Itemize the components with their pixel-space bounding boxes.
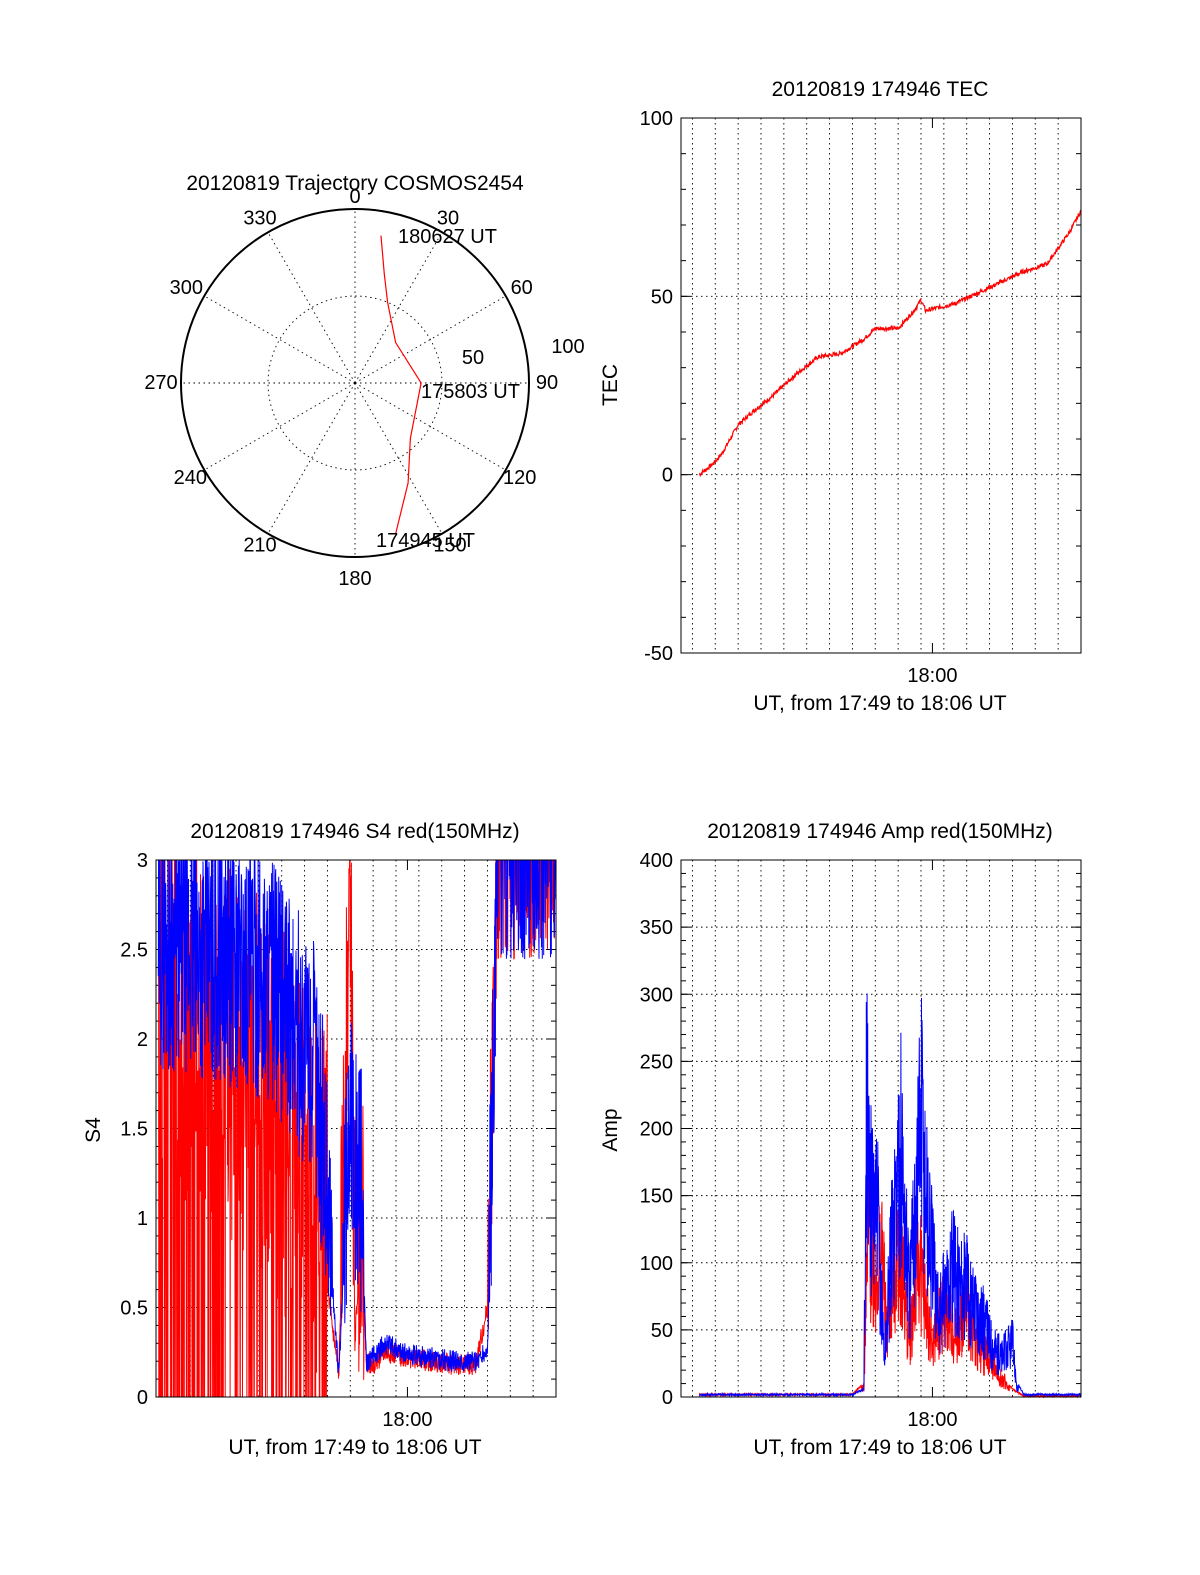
amp-panel: 20120819 174946 Amp red(150MHz) UT, from… xyxy=(599,820,1082,1459)
azimuth-label: 240 xyxy=(174,467,207,489)
y-tick-label: 1.5 xyxy=(120,1119,148,1141)
amp-x-label: UT, from 17:49 to 18:06 UT xyxy=(753,1436,1006,1459)
s4-title: 20120819 174946 S4 red(150MHz) xyxy=(190,820,519,843)
y-tick-label: 250 xyxy=(640,1051,673,1073)
polar-spoke xyxy=(267,232,356,384)
radial-label: 50 xyxy=(462,347,484,369)
y-tick-label: -50 xyxy=(644,643,673,665)
azimuth-label: 150 xyxy=(433,535,466,557)
amp-plot-frame xyxy=(680,859,1082,1398)
amp-title: 20120819 174946 Amp red(150MHz) xyxy=(707,820,1053,843)
azimuth-label: 270 xyxy=(144,372,177,394)
s4-blue-series xyxy=(157,860,556,1374)
amp-blue-series xyxy=(698,993,1082,1398)
y-tick-label: 350 xyxy=(640,917,673,939)
y-tick-label: 1 xyxy=(137,1208,148,1230)
s4-y-label: S4 xyxy=(82,1117,105,1143)
y-tick-label: 2.5 xyxy=(120,940,148,962)
x-tick-label: 18:00 xyxy=(907,1409,957,1431)
y-tick-label: 0 xyxy=(137,1387,148,1409)
s4-x-label: UT, from 17:49 to 18:06 UT xyxy=(228,1436,481,1459)
x-tick-label: 18:00 xyxy=(907,665,957,687)
y-tick-label: 100 xyxy=(640,108,673,130)
polar-spoke xyxy=(204,382,356,471)
polar-grid-circle xyxy=(267,295,443,471)
azimuth-label: 210 xyxy=(243,535,276,557)
trajectory-line xyxy=(380,235,422,535)
azimuth-label: 120 xyxy=(503,467,536,489)
azimuth-label: 60 xyxy=(511,277,533,299)
azimuth-label: 330 xyxy=(243,207,276,229)
y-tick-label: 2 xyxy=(137,1029,148,1051)
azimuth-label: 0 xyxy=(349,186,360,208)
radial-label: 100 xyxy=(551,336,584,358)
y-tick-label: 400 xyxy=(640,850,673,872)
tec-title: 20120819 174946 TEC xyxy=(772,78,989,101)
s4-panel: 20120819 174946 S4 red(150MHz) UT, from … xyxy=(82,820,557,1459)
trajectory-mid-time: 175803 UT xyxy=(421,381,520,403)
polar-spoke xyxy=(354,295,506,384)
y-tick-label: 150 xyxy=(640,1186,673,1208)
y-tick-label: 100 xyxy=(640,1253,673,1275)
tec-x-label: UT, from 17:49 to 18:06 UT xyxy=(753,692,1006,715)
tec-panel: 20120819 174946 TEC UT, from 17:49 to 18… xyxy=(599,78,1082,715)
azimuth-label: 90 xyxy=(536,372,558,394)
trajectory-panel: 20120819 Trajectory COSMOS2454 0 30 60 90 12… xyxy=(144,172,584,590)
tec-series-line xyxy=(698,209,1082,478)
amp-y-label: Amp xyxy=(599,1108,622,1151)
s4-series-group xyxy=(157,860,556,1397)
y-tick-label: 300 xyxy=(640,984,673,1006)
tec-y-label: TEC xyxy=(599,364,622,406)
x-tick-label: 18:00 xyxy=(382,1409,432,1431)
azimuth-label: 180 xyxy=(338,568,371,590)
polar-spoke xyxy=(354,382,443,534)
azimuth-label: 300 xyxy=(170,277,203,299)
y-tick-label: 0 xyxy=(662,1387,673,1409)
y-tick-label: 50 xyxy=(651,286,673,308)
y-tick-label: 200 xyxy=(640,1119,673,1141)
azimuth-label: 30 xyxy=(437,207,459,229)
y-tick-label: 0 xyxy=(662,465,673,487)
s4-plot-frame xyxy=(155,859,557,1398)
polar-spoke xyxy=(354,232,443,384)
y-tick-label: 50 xyxy=(651,1320,673,1342)
y-tick-label: 3 xyxy=(137,850,148,872)
tec-plot-frame xyxy=(680,117,1082,654)
trajectory-start-time: 174945 UT xyxy=(376,530,475,552)
trajectory-title: 20120819 Trajectory COSMOS2454 xyxy=(186,172,524,195)
polar-spoke xyxy=(354,382,506,471)
polar-outer-circle xyxy=(180,208,530,558)
trajectory-end-time: 180627 UT xyxy=(398,226,497,248)
y-tick-label: 0.5 xyxy=(120,1298,148,1320)
polar-spoke xyxy=(204,295,356,384)
polar-spoke xyxy=(267,382,356,534)
